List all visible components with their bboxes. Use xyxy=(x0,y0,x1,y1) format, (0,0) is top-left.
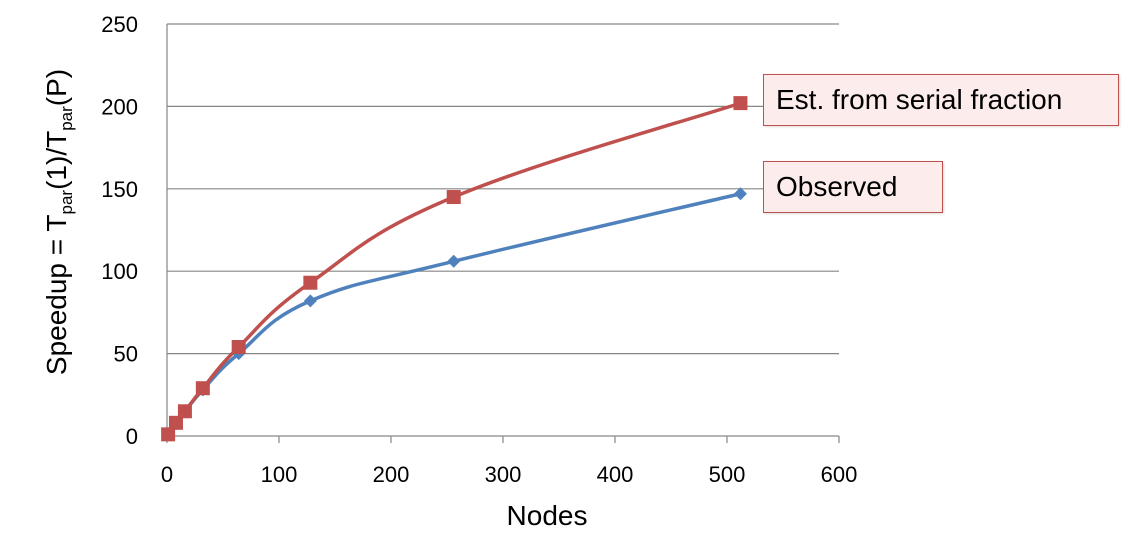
y-axis-title-sub1: par xyxy=(57,190,76,215)
data-point-estimated xyxy=(303,275,318,290)
y-tick-label: 200 xyxy=(101,94,138,119)
data-point-estimated xyxy=(168,415,183,430)
x-tick-label: 300 xyxy=(485,462,522,487)
data-point-estimated xyxy=(195,381,210,396)
y-axis-title: Speedup = Tpar(1)/Tpar(P) xyxy=(41,69,76,375)
data-point-estimated xyxy=(231,340,246,355)
data-point-observed xyxy=(303,294,317,308)
grid-lines xyxy=(167,23,839,355)
series-markers xyxy=(161,96,748,442)
y-tick-label: 0 xyxy=(126,424,138,449)
y-axis-title-prefix: Speedup = T xyxy=(41,214,72,375)
y-tick-label: 50 xyxy=(114,342,138,367)
data-point-estimated xyxy=(733,96,748,111)
x-tick-label: 200 xyxy=(373,462,410,487)
series-label-estimated: Est. from serial fraction xyxy=(763,74,1119,126)
series-lines xyxy=(166,101,743,437)
x-axis-title: Nodes xyxy=(507,500,588,531)
series-line-estimated xyxy=(166,101,743,437)
data-point-estimated xyxy=(161,427,176,442)
data-point-observed xyxy=(733,187,747,201)
x-tick-labels: 0 100 200 300 400 500 600 xyxy=(161,462,857,487)
axes xyxy=(166,24,840,443)
y-axis-title-middle: (1)/T xyxy=(41,131,72,190)
x-tick-label: 400 xyxy=(597,462,634,487)
series-label-observed: Observed xyxy=(763,161,943,213)
series-line-observed xyxy=(166,191,743,437)
y-axis-title-suffix: (P) xyxy=(41,69,72,106)
y-tick-label: 250 xyxy=(101,12,138,37)
data-point-observed xyxy=(447,254,461,268)
y-tick-label: 150 xyxy=(101,177,138,202)
data-point-estimated xyxy=(446,190,461,205)
data-point-estimated xyxy=(177,404,192,419)
x-tick-label: 100 xyxy=(261,462,298,487)
y-axis-title-sub2: par xyxy=(57,106,76,131)
x-tick-label: 600 xyxy=(821,462,858,487)
x-tick-label: 500 xyxy=(709,462,746,487)
x-tick-label: 0 xyxy=(161,462,173,487)
y-tick-label: 100 xyxy=(101,259,138,284)
y-tick-labels: 0 50 100 150 200 250 xyxy=(101,12,138,449)
